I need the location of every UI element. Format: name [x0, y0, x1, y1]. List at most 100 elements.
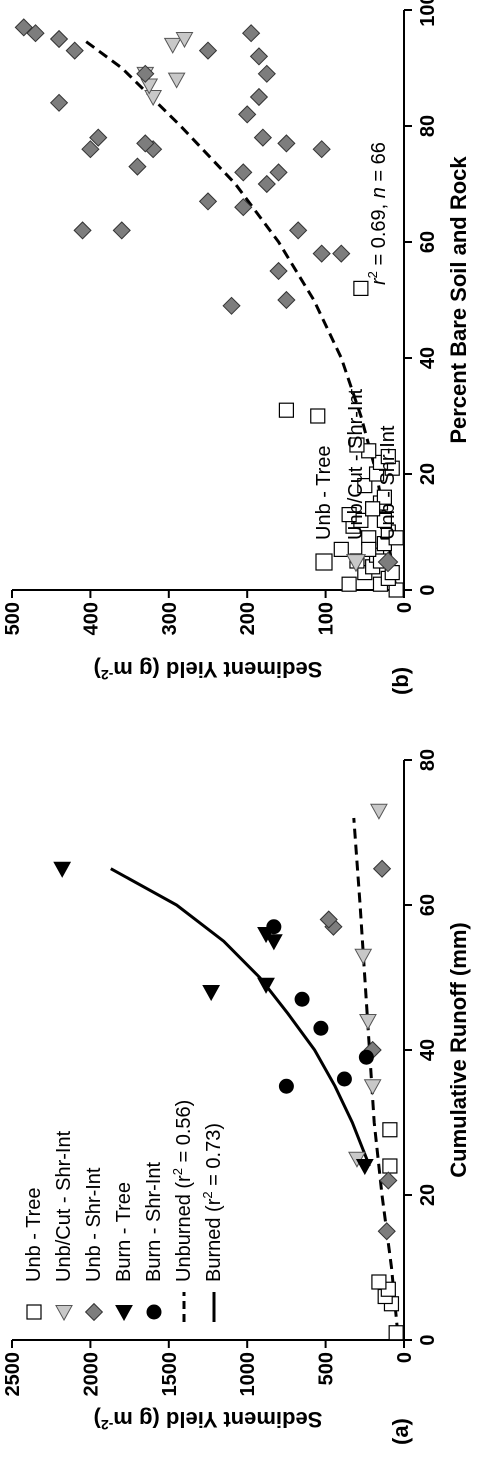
- data-point: [365, 501, 381, 517]
- y-tick-label: 0: [394, 1352, 416, 1363]
- y-tick-label: 500: [316, 1352, 338, 1385]
- y-tick-label: 2500: [2, 1352, 24, 1397]
- legend-marker: [84, 1302, 104, 1322]
- x-tick-label: 0: [417, 584, 439, 595]
- legend-label: Unb/Cut - Shr-Int: [345, 388, 367, 540]
- data-point: [112, 221, 131, 240]
- annotation-n: n: [368, 187, 390, 198]
- annotation-r-sup: 2: [365, 271, 380, 278]
- data-point: [371, 1274, 387, 1290]
- data-point: [269, 163, 288, 182]
- data-point: [202, 985, 221, 1002]
- data-point: [377, 1222, 396, 1241]
- data-point: [357, 477, 373, 494]
- data-point: [264, 934, 283, 951]
- y-axis-label-main: Sediment Yield (g m: [113, 657, 322, 682]
- x-tick-label: 60: [417, 231, 439, 253]
- data-point: [388, 1325, 404, 1341]
- data-point: [388, 582, 404, 598]
- legend-label: Unb - Tree: [23, 1188, 45, 1282]
- legend-marker: [146, 1304, 162, 1320]
- data-point: [65, 41, 84, 60]
- panel-a: 0 20 40 60 80 0 500 1000 1500 2000 2500 Cumulative …: [2, 749, 471, 1445]
- data-point: [376, 512, 392, 529]
- legend-label: Unb - Shr-Int: [83, 1167, 105, 1282]
- fit-annotation: r2 = 0.69, n = 66: [365, 142, 390, 285]
- data-point: [359, 1014, 377, 1031]
- data-point: [136, 134, 155, 153]
- legend-label: Unb - Shr-Int: [377, 425, 399, 540]
- data-point: [242, 24, 261, 43]
- data-point: [312, 140, 331, 159]
- data-point: [278, 1078, 294, 1094]
- y-tick-label: 400: [80, 602, 102, 635]
- x-tick-label: 20: [417, 1184, 439, 1206]
- x-tick-label: 80: [417, 115, 439, 137]
- data-point: [249, 87, 269, 107]
- y-axis-label: Sediment Yield (g m-2): [94, 1407, 323, 1433]
- legend-fit-sup: 2: [170, 1168, 185, 1175]
- data-point: [175, 32, 194, 49]
- legend-label: Burn - Shr-Int: [143, 1162, 165, 1282]
- y-tick-label: 200: [237, 602, 259, 635]
- data-point: [234, 198, 253, 217]
- x-tick-label: 20: [417, 463, 439, 485]
- x-tick-label: 40: [417, 1039, 439, 1061]
- legend-fit-label: Unburned (r2 = 0.56): [170, 1100, 195, 1282]
- x-axis-label: Cumulative Runoff (mm): [446, 922, 471, 1177]
- legend-fit-label: Burned (r2 = 0.73): [200, 1123, 225, 1282]
- data-point: [222, 296, 241, 315]
- data-point: [310, 408, 326, 424]
- data-point: [136, 64, 155, 83]
- data-point: [341, 506, 357, 523]
- legend-fit-post: = 0.73): [203, 1123, 225, 1191]
- y-axis-label: Sediment Yield (g m-2): [94, 657, 323, 683]
- x-tick-label: 0: [417, 1334, 439, 1345]
- y-tick-label: 300: [159, 602, 181, 635]
- data-point: [333, 541, 349, 558]
- data-point: [163, 37, 182, 54]
- data-point: [14, 18, 33, 37]
- data-point: [313, 1020, 329, 1036]
- data-point: [144, 90, 163, 107]
- data-point: [388, 530, 404, 546]
- x-tick-label: 80: [417, 749, 439, 771]
- data-point: [358, 1049, 374, 1065]
- data-point: [73, 221, 92, 240]
- data-point: [319, 910, 338, 929]
- data-point: [26, 24, 45, 43]
- y-tick-label: 500: [2, 602, 24, 635]
- legend-fit-post: = 0.56): [173, 1100, 195, 1168]
- data-point: [257, 174, 276, 194]
- data-point: [376, 489, 392, 505]
- y-tick-label: 0: [394, 602, 416, 613]
- data-point: [382, 1158, 398, 1174]
- legend-label: Unb/Cut - Shr-Int: [53, 1130, 75, 1282]
- data-point: [249, 47, 269, 66]
- x-tick-label: 40: [417, 347, 439, 369]
- data-point: [269, 261, 288, 281]
- legend-marker: [377, 551, 399, 573]
- y-axis-label-sup: -2: [101, 667, 114, 683]
- data-point: [361, 541, 377, 558]
- data-point: [289, 221, 308, 240]
- data-point: [277, 290, 296, 310]
- data-point: [355, 1159, 374, 1176]
- data-point: [278, 402, 294, 418]
- legend-label: Unb - Tree: [313, 446, 335, 540]
- data-point: [49, 29, 69, 49]
- legend-fit-sup: 2: [200, 1191, 215, 1198]
- data-point: [198, 192, 218, 211]
- data-point: [341, 576, 357, 592]
- annotation-n-post: = 66: [368, 142, 390, 187]
- y-axis-label-end: ): [94, 657, 101, 682]
- fit-line-burned: [110, 867, 371, 1167]
- x-tick-label: 100: [417, 0, 439, 27]
- data-point: [257, 977, 275, 994]
- y-axis-label-end: ): [94, 1407, 101, 1432]
- data-point: [354, 948, 373, 965]
- y-axis-label-sup: -2: [101, 1417, 114, 1433]
- data-point: [53, 861, 72, 878]
- data-point: [353, 280, 369, 297]
